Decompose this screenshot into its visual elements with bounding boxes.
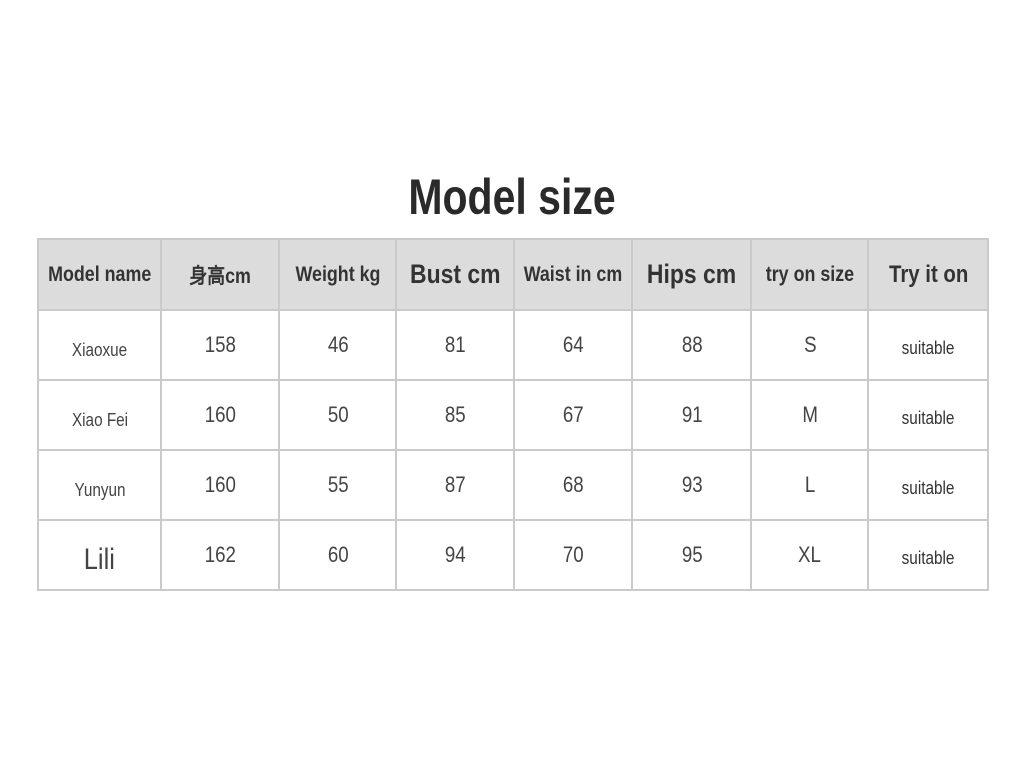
header-row: Model name 身高cm Weight kg Bust cm Waist in c… [36, 238, 990, 311]
column-header: Model name [36, 238, 163, 311]
header-label: Weight kg [295, 262, 381, 286]
model-name: Xiaoxue [72, 339, 128, 360]
table-cell: 88 [631, 309, 753, 381]
cell-value: XL [798, 542, 822, 567]
table-cell: 95 [631, 519, 753, 591]
cell-value: 55 [327, 472, 349, 497]
table-cell: suitable [867, 449, 990, 521]
cell-value: L [804, 472, 816, 497]
column-header: Try it on [867, 238, 990, 311]
table-cell: S [750, 309, 870, 381]
cell-value: 67 [562, 402, 584, 427]
table-cell: L [750, 449, 870, 521]
cell-value: S [803, 332, 817, 357]
table-cell: 93 [631, 449, 753, 521]
cell-value: 60 [327, 542, 349, 567]
column-header: Waist in cm [513, 238, 634, 311]
column-header: Hips cm [631, 238, 753, 311]
table-cell: Yunyun [36, 449, 163, 521]
column-header: Bust cm [395, 238, 516, 311]
cell-value: 85 [444, 402, 466, 427]
table-cell: 158 [160, 309, 281, 381]
cell-value: 46 [327, 332, 349, 357]
table-row: Lili 162 60 94 70 95 XL suitable [36, 519, 990, 591]
cell-value: M [802, 402, 818, 427]
cell-value: 70 [562, 542, 584, 567]
table-cell: 162 [160, 519, 281, 591]
cell-value: 160 [204, 472, 236, 497]
table-cell: 160 [160, 449, 281, 521]
header-label: Try it on [888, 260, 969, 288]
table-cell: 68 [513, 449, 634, 521]
table-cell: M [750, 379, 870, 451]
table-cell: 60 [278, 519, 398, 591]
model-name: Lili [84, 543, 116, 576]
header-label: 身高cm [189, 264, 252, 288]
table-cell: 87 [395, 449, 516, 521]
page-title: Model size [408, 169, 616, 225]
table-cell: 70 [513, 519, 634, 591]
cell-value: 160 [204, 402, 236, 427]
table-cell: 85 [395, 379, 516, 451]
table-cell: 67 [513, 379, 634, 451]
table-cell: 91 [631, 379, 753, 451]
header-label: Bust cm [410, 259, 501, 289]
table-cell: 160 [160, 379, 281, 451]
table-cell: suitable [867, 519, 990, 591]
cell-value: 95 [681, 542, 703, 567]
column-header: Weight kg [278, 238, 398, 311]
table-cell: 81 [395, 309, 516, 381]
cell-value: 158 [204, 332, 236, 357]
header-label: Waist in cm [524, 262, 623, 286]
cell-value: 81 [444, 332, 466, 357]
table-cell: suitable [867, 379, 990, 451]
header-label: Hips cm [647, 259, 737, 289]
cell-value: suitable [901, 337, 955, 358]
table-cell: 46 [278, 309, 398, 381]
model-size-table: Model name 身高cm Weight kg Bust cm Waist in c… [36, 238, 990, 591]
cell-value: 68 [562, 472, 584, 497]
cell-value: suitable [901, 407, 955, 428]
table-cell: 55 [278, 449, 398, 521]
cell-value: suitable [901, 477, 955, 498]
header-label: Model name [48, 262, 152, 286]
cell-value: 162 [204, 542, 236, 567]
cell-value: 64 [562, 332, 584, 357]
column-header: try on size [750, 238, 870, 311]
column-header: 身高cm [160, 238, 281, 311]
cell-value: 91 [681, 402, 703, 427]
table-cell: XL [750, 519, 870, 591]
cell-value: 50 [327, 402, 349, 427]
cell-value: 87 [444, 472, 466, 497]
cell-value: 94 [444, 542, 466, 567]
table-cell: 94 [395, 519, 516, 591]
table-cell: suitable [867, 309, 990, 381]
cell-value: suitable [901, 547, 955, 568]
table-cell: Lili [36, 519, 163, 591]
cell-value: 93 [681, 472, 703, 497]
table-cell: Xiao Fei [36, 379, 163, 451]
table-cell: 64 [513, 309, 634, 381]
table-cell: 50 [278, 379, 398, 451]
model-name: Xiao Fei [71, 409, 128, 430]
cell-value: 88 [681, 332, 703, 357]
header-label: try on size [765, 262, 855, 286]
table-cell: Xiaoxue [36, 309, 163, 381]
model-name: Yunyun [74, 479, 126, 500]
